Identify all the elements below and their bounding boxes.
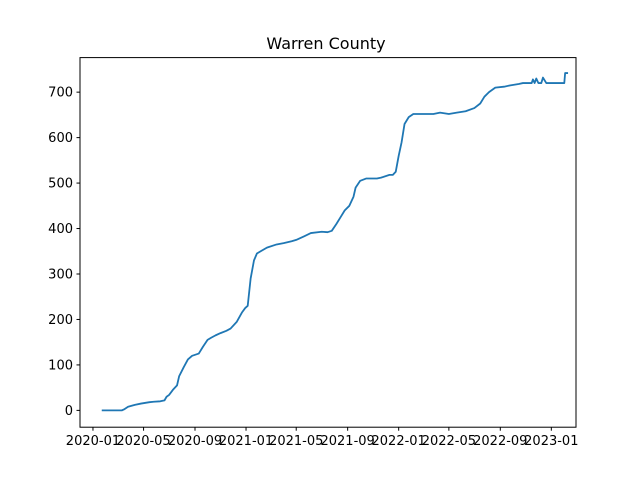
x-tick-label: 2020-05 <box>116 434 170 449</box>
y-tick-label: 0 <box>65 404 73 419</box>
y-tick-label: 100 <box>48 358 73 373</box>
y-axis: 0 100 200 300 400 500 600 700 <box>48 86 80 419</box>
x-tick-label: 2021-05 <box>269 434 323 449</box>
x-tick-label: 2021-01 <box>219 434 273 449</box>
y-tick-label: 300 <box>48 267 73 282</box>
x-axis: 2020-012020-052020-092021-012021-052021-… <box>66 427 578 449</box>
y-tick-label: 700 <box>48 86 73 101</box>
y-tick-label: 500 <box>48 177 73 192</box>
x-tick-label: 2022-01 <box>372 434 426 449</box>
x-tick-label: 2022-05 <box>422 434 476 449</box>
chart-title: Warren County <box>266 34 385 53</box>
x-tick-label: 2020-09 <box>168 434 222 449</box>
plot-area-frame <box>79 57 577 428</box>
x-tick-label: 2020-01 <box>66 434 120 449</box>
y-tick-label: 200 <box>48 313 73 328</box>
data-series-line <box>101 72 569 412</box>
x-tick-label: 2022-09 <box>473 434 527 449</box>
y-tick-label: 400 <box>48 222 73 237</box>
x-tick-label: 2021-09 <box>320 434 374 449</box>
y-tick-label: 600 <box>48 131 73 146</box>
x-tick-label: 2023-01 <box>524 434 578 449</box>
